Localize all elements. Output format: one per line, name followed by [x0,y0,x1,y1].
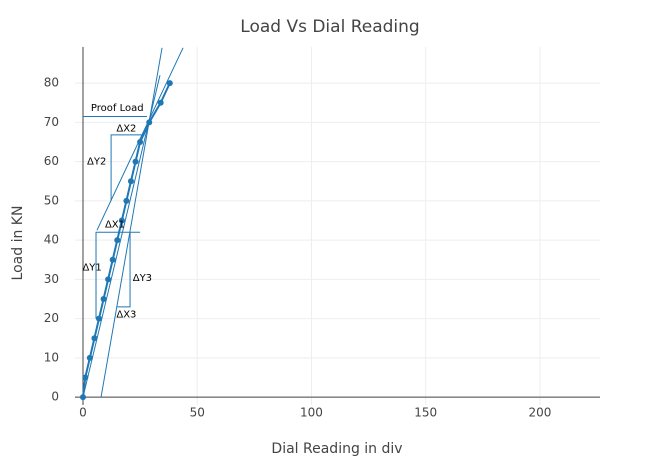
annotation-line [117,232,131,308]
x-tick-label: 0 [79,406,87,420]
annotation: Proof Load [91,103,144,114]
chart-title: Load Vs Dial Reading [240,17,419,37]
annotation: ΔX3 [116,310,136,321]
x-tick-label: 100 [300,406,323,420]
x-tick-label: 200 [528,406,551,420]
annotation-line [100,47,163,398]
annotation: ΔX2 [116,123,136,134]
data-point [157,99,164,106]
labels: 0 50 100 150 200 0 10 20 30 40 50 60 70 80 Proof Load Δ… [44,76,552,420]
data-point [109,256,116,263]
y-axis-title: Load in KN [10,206,26,281]
data-point [100,296,107,303]
y-tick-label: 80 [44,76,59,90]
data-point [86,354,93,361]
annotation-line [110,134,145,201]
y-tick-label: 70 [44,115,59,129]
annotation: ΔX1 [105,219,125,230]
annotation: ΔY1 [82,263,101,274]
data-point [79,394,86,401]
data-point [123,197,130,204]
y-tick-label: 40 [44,233,59,247]
y-tick-label: 0 [51,390,59,404]
grid [75,47,600,405]
annotation-line [95,231,141,319]
y-tick-label: 10 [44,350,59,364]
data-point [137,138,144,145]
data-point [132,158,139,165]
data-point [127,178,134,185]
annotation: ΔY2 [87,157,106,168]
data-point [82,374,89,381]
x-tick-label: 50 [190,406,205,420]
annotation: ΔY3 [133,273,152,284]
x-tick-label: 150 [414,406,437,420]
data-point [166,80,173,87]
y-tick-label: 50 [44,193,59,207]
y-tick-label: 60 [44,154,59,168]
data-point [91,335,98,342]
data-point [114,237,121,244]
data-point [95,315,102,322]
plot-area [79,47,184,401]
data-point [105,276,112,283]
data-point [146,119,153,126]
x-axis-title: Dial Reading in div [271,441,402,457]
y-tick-label: 20 [44,311,59,325]
data-point [118,217,125,224]
y-tick-label: 30 [44,272,59,286]
